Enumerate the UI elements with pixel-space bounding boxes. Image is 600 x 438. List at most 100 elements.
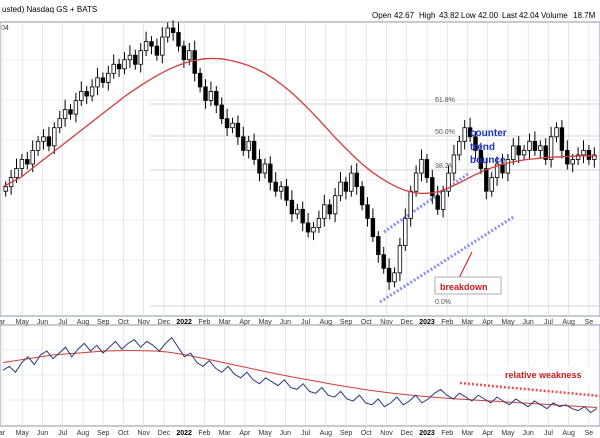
candle-body: [165, 27, 170, 38]
candle-body: [30, 149, 35, 165]
candle-body: [381, 254, 386, 269]
candle-body: [52, 127, 57, 147]
candle-body: [122, 59, 127, 70]
x-tick-label: Jul: [58, 430, 67, 437]
candle-body: [462, 127, 467, 142]
candle-body: [570, 159, 575, 165]
breakdown-box: [434, 276, 502, 295]
candle-body: [354, 172, 359, 188]
annotation-bounce: bounce: [470, 155, 506, 166]
candle-body: [289, 199, 295, 215]
fib-label: 38.2%: [435, 163, 455, 170]
x-tick-label: Nov: [380, 430, 393, 437]
x-tick-label: Se: [585, 430, 594, 437]
candle-body: [246, 140, 251, 151]
x-tick-label: Feb: [441, 430, 453, 437]
candle-body: [473, 136, 478, 151]
candle-body: [359, 186, 365, 206]
counter-trend-lower-channel: [379, 214, 516, 304]
candle-body: [295, 208, 300, 215]
header-left: usted) Nasdaq GS + BATS: [2, 5, 97, 14]
x-tick-label: Dec: [158, 430, 171, 437]
candle-body: [376, 236, 381, 256]
price-panel-frame: [0, 21, 600, 317]
candlesticks: [3, 20, 597, 291]
relative-strength-line: [2, 336, 598, 414]
candle-body: [322, 204, 327, 219]
corner-axis-value: 04: [1, 25, 9, 32]
candle-body: [511, 145, 516, 160]
x-tick-label: Aug: [320, 430, 333, 437]
fibonacci-levels: 61.8% 50.0% 38.2% 0.0%: [150, 97, 600, 307]
x-tick-label: Mar: [219, 430, 232, 437]
candle-body: [278, 186, 284, 192]
x-tick-label: Aug: [562, 430, 575, 437]
candle-body: [14, 168, 19, 179]
x-tick-label: Jul: [301, 319, 310, 326]
x-tick-label: Sep: [340, 319, 353, 326]
candle-body: [538, 145, 543, 151]
candle-body: [554, 127, 559, 138]
x-tick-label: 2022: [176, 430, 192, 437]
candle-body: [73, 100, 79, 115]
x-tick-label: ar: [0, 319, 6, 326]
candle-body: [349, 172, 354, 192]
candle-body: [62, 109, 68, 120]
x-tick-label: May: [501, 430, 515, 437]
candle-body: [268, 163, 273, 183]
x-tick-label: Dec: [401, 319, 414, 326]
counter-trend-upper-channel: [383, 172, 469, 234]
x-tick-label: Jun: [523, 430, 534, 437]
candle-body: [68, 109, 73, 115]
moving-average-line: [2, 57, 597, 195]
x-tick-label: Aug: [77, 430, 90, 437]
annotation-counter: counter: [470, 128, 507, 139]
candle-body: [89, 86, 95, 97]
candle-body: [332, 195, 338, 215]
x-tick-label: Sep: [97, 430, 110, 437]
candle-body: [343, 181, 349, 192]
candle-body: [543, 145, 548, 160]
candle-body: [192, 50, 197, 74]
x-tick-label: Jun: [37, 430, 48, 437]
candle-body: [527, 140, 532, 151]
high-value: 43.82: [439, 11, 460, 20]
breakdown-annotation: breakdown: [434, 251, 502, 295]
candle-body: [581, 149, 586, 156]
candle-body: [451, 154, 457, 174]
fib-label: 0.0%: [435, 299, 451, 306]
candle-body: [403, 217, 408, 246]
x-tick-label: Sep: [97, 319, 110, 326]
x-tick-label: Jul: [544, 319, 553, 326]
x-tick-label: Apr: [239, 319, 251, 326]
relative-weakness-label: relative weakness: [505, 370, 582, 380]
x-tick-label: Apr: [239, 430, 251, 437]
x-tick-label: Oct: [361, 430, 372, 437]
candle-body: [467, 127, 473, 138]
candle-body: [516, 145, 521, 156]
candle-body: [224, 118, 230, 129]
candle-body: [446, 172, 451, 192]
x-tick-label: 2022: [176, 319, 192, 326]
candle-body: [413, 172, 419, 192]
candle-body: [219, 104, 224, 120]
volume-value: 18.7M: [573, 11, 596, 20]
candle-body: [592, 154, 597, 160]
x-tick-label: Mar: [219, 319, 232, 326]
candle-body: [133, 54, 138, 65]
candle-body: [111, 63, 116, 74]
candle-body: [494, 163, 500, 178]
candle-body: [435, 195, 440, 210]
low-value: 42.00: [478, 11, 499, 20]
candle-body: [370, 217, 376, 237]
candle-body: [257, 159, 262, 174]
candle-body: [559, 127, 565, 151]
fib-label: 50.0%: [435, 129, 455, 136]
candle-body: [565, 149, 570, 165]
x-tick-label: 2023: [419, 319, 435, 326]
counter-trend-bounce-annotation: counter trend bounce: [470, 128, 507, 166]
candle-body: [262, 163, 268, 174]
candle-body: [149, 41, 154, 47]
open-label: Open: [372, 11, 392, 20]
candle-body: [386, 267, 392, 283]
